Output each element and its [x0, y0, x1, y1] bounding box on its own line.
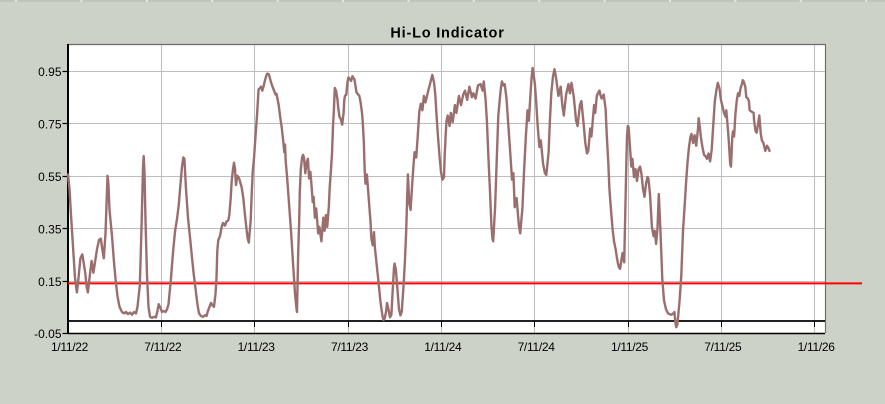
- svg-text:1/11/22: 1/11/22: [51, 340, 89, 354]
- svg-text:Hi-Lo Indicator: Hi-Lo Indicator: [390, 26, 504, 42]
- svg-text:1/11/24: 1/11/24: [424, 340, 462, 354]
- svg-text:-0.05: -0.05: [34, 327, 62, 341]
- svg-text:7/11/22: 7/11/22: [144, 340, 182, 354]
- svg-text:1/11/23: 1/11/23: [238, 340, 276, 354]
- svg-text:7/11/23: 7/11/23: [331, 340, 369, 354]
- svg-text:7/11/25: 7/11/25: [704, 340, 742, 354]
- svg-text:7/11/24: 7/11/24: [518, 340, 556, 354]
- svg-text:0.55: 0.55: [38, 170, 62, 184]
- svg-text:1/11/26: 1/11/26: [798, 340, 836, 354]
- svg-text:0.75: 0.75: [38, 118, 62, 132]
- svg-text:0.35: 0.35: [38, 222, 62, 236]
- svg-text:1/11/25: 1/11/25: [611, 340, 649, 354]
- svg-text:0.95: 0.95: [38, 65, 62, 79]
- svg-text:0.15: 0.15: [38, 275, 62, 289]
